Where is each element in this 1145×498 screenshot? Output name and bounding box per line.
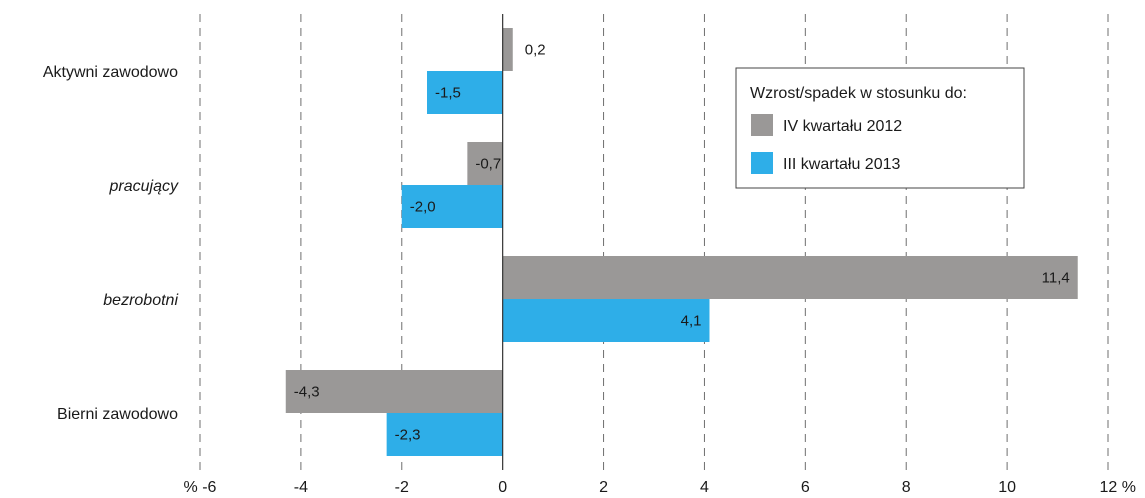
data-label: -0,7 — [475, 156, 501, 173]
category-label: bezrobotni — [103, 292, 178, 309]
x-tick-label: 12 % — [1100, 479, 1136, 496]
x-tick-label: -2 — [395, 479, 409, 496]
x-tick-label: 10 — [998, 479, 1016, 496]
legend-title: Wzrost/spadek w stosunku do: — [750, 85, 967, 102]
bar — [386, 413, 503, 456]
bar — [285, 370, 503, 413]
legend: Wzrost/spadek w stosunku do: IV kwartału… — [735, 67, 1025, 189]
category-labels: Aktywni zawodowo pracujący bezrobotni Biern… — [43, 64, 179, 423]
data-label: -2,0 — [410, 199, 436, 216]
x-tick-label: 6 — [801, 479, 810, 496]
x-tick-label: 0 — [498, 479, 507, 496]
data-label: 4,1 — [681, 313, 702, 330]
bar — [502, 256, 1078, 299]
x-tick-label: 8 — [902, 479, 911, 496]
bars: 0,2 -1,5 -0,7 -2,0 11,4 4,1 -4,3 -2,3 — [285, 28, 1078, 456]
legend-box — [735, 67, 1025, 189]
category-label: pracujący — [109, 178, 179, 195]
bar — [467, 142, 503, 185]
bar — [401, 185, 503, 228]
x-tick-label: 2 — [599, 479, 608, 496]
category-label: Bierni zawodowo — [57, 406, 178, 423]
bar — [427, 71, 503, 114]
legend-swatch-series-1 — [751, 114, 773, 136]
x-tick-label: 4 — [700, 479, 709, 496]
data-label: 0,2 — [525, 42, 546, 59]
data-label: -1,5 — [435, 85, 461, 102]
x-tick-label: -4 — [294, 479, 308, 496]
data-label: -4,3 — [294, 384, 320, 401]
data-label: 11,4 — [1042, 270, 1070, 287]
category-label: Aktywni zawodowo — [43, 64, 178, 81]
legend-swatch-series-2 — [751, 152, 773, 174]
legend-label-series-2: III kwartału 2013 — [783, 156, 901, 173]
x-tick-label: % -6 — [184, 479, 217, 496]
legend-label-series-1: IV kwartału 2012 — [783, 118, 902, 135]
data-label: -2,3 — [395, 427, 421, 444]
bar — [502, 28, 513, 71]
bar — [502, 299, 710, 342]
x-tick-labels: % -6 -4 -2 0 2 4 6 8 10 12 % — [184, 479, 1136, 496]
